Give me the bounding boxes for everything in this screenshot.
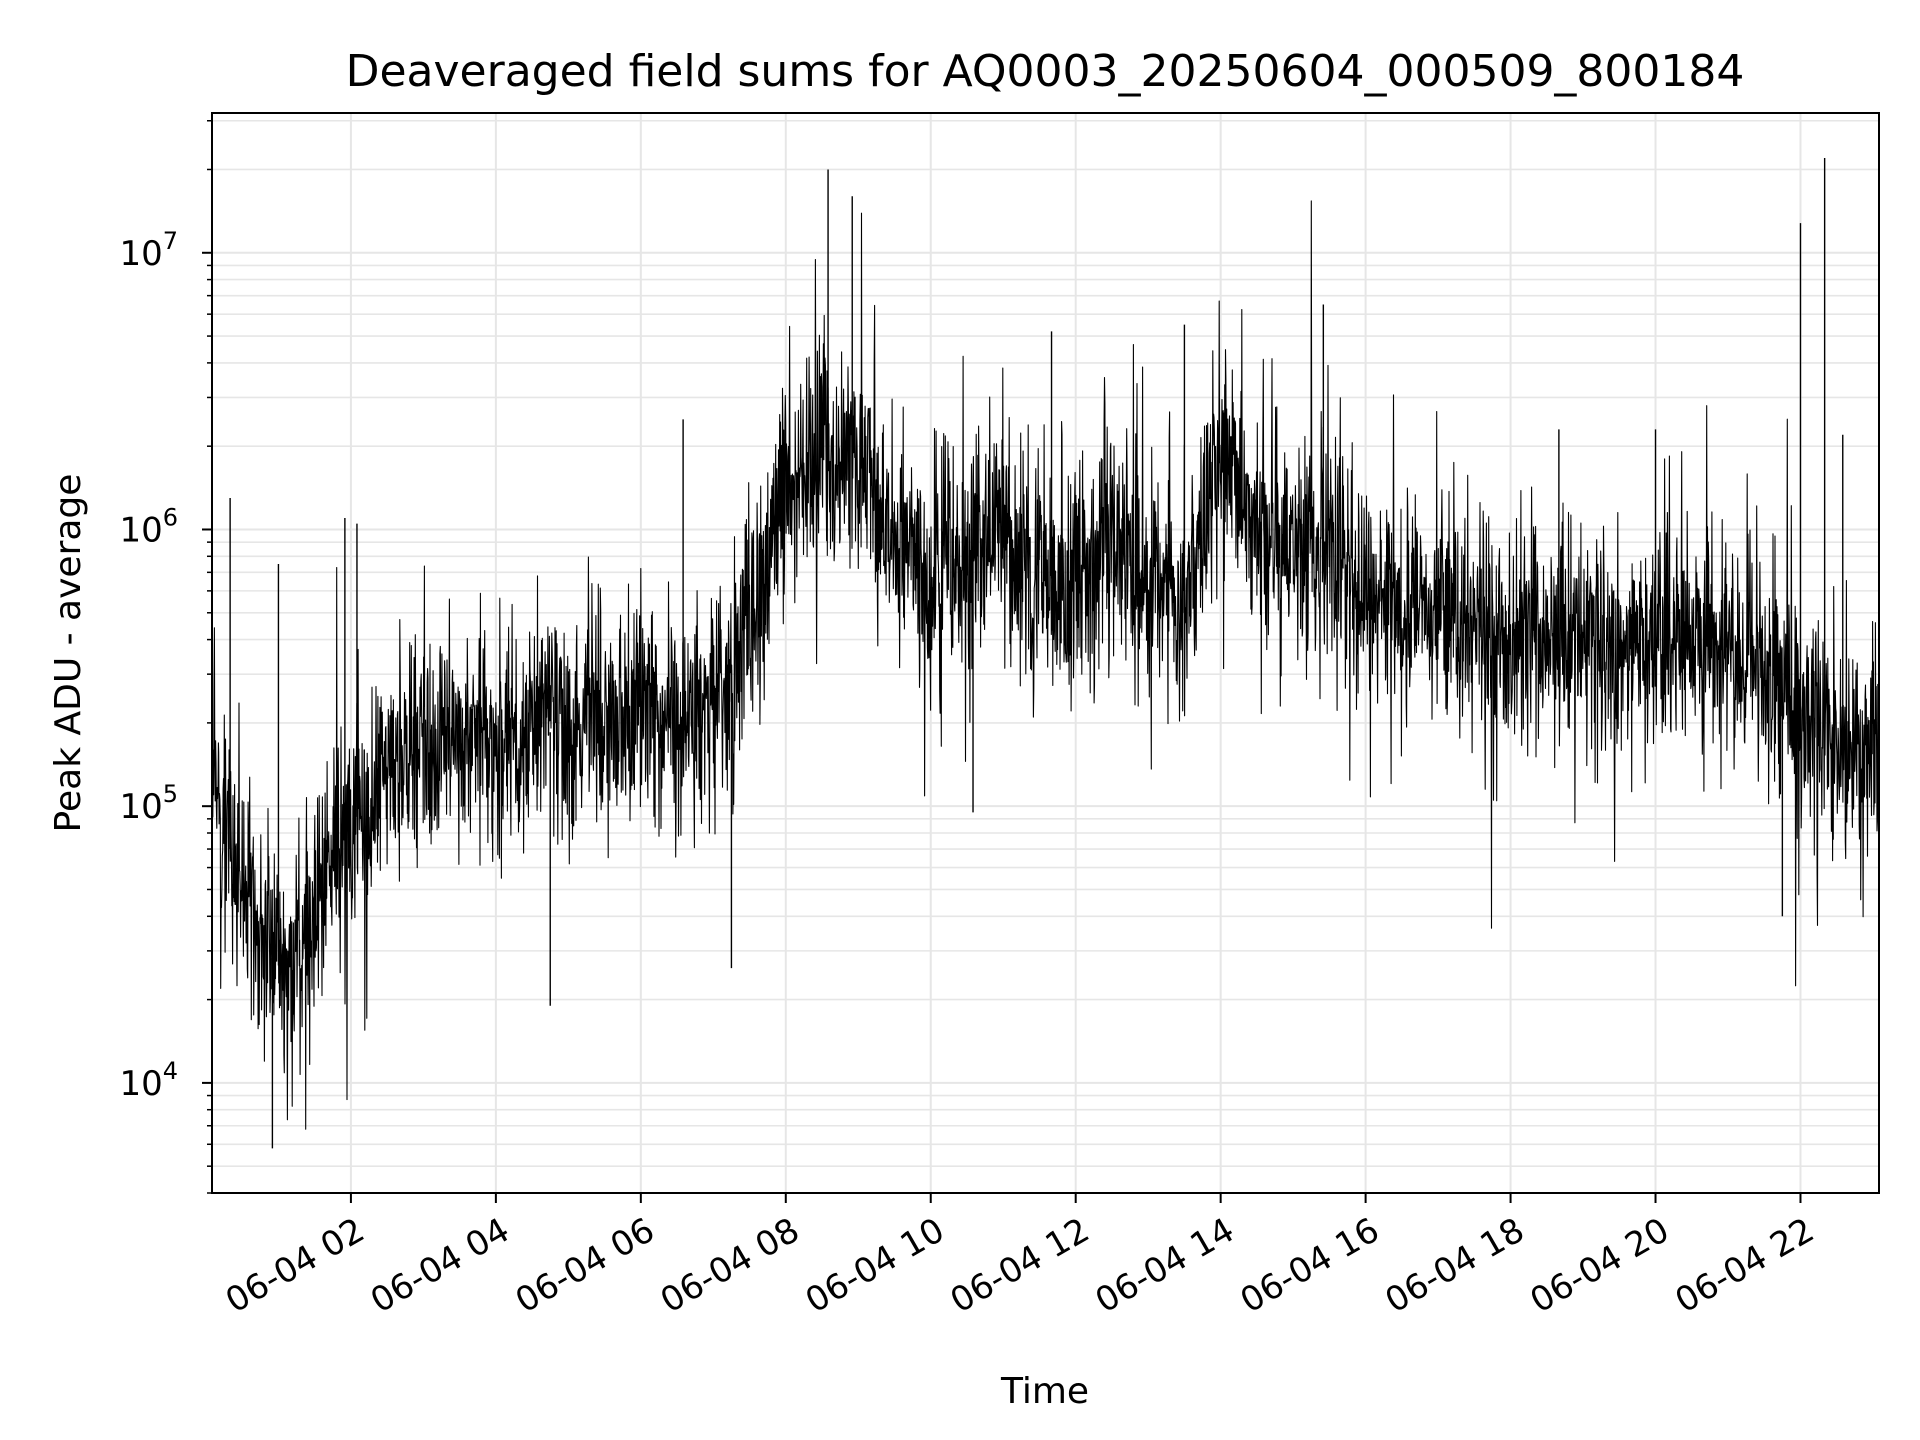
y-tick-label: 107 xyxy=(119,227,178,274)
y-tick-exponent: 5 xyxy=(163,780,178,808)
data-trace xyxy=(211,158,1880,1149)
y-tick-exponent: 7 xyxy=(163,227,178,255)
y-tick-label: 105 xyxy=(119,780,178,827)
y-axis-label: Peak ADU - average xyxy=(48,474,89,833)
y-tick-base: 10 xyxy=(119,787,162,827)
x-axis-label: Time xyxy=(1000,1371,1089,1412)
y-tick-label: 106 xyxy=(119,503,178,550)
y-tick-base: 10 xyxy=(119,1064,162,1104)
y-tick-exponent: 6 xyxy=(163,503,178,531)
plot-frame xyxy=(211,112,1880,1194)
y-tick-base: 10 xyxy=(119,510,162,550)
series-line xyxy=(211,200,1880,1130)
y-tick-base: 10 xyxy=(119,234,162,274)
y-tick-exponent: 4 xyxy=(163,1057,178,1085)
y-tick-label: 104 xyxy=(119,1057,178,1104)
chart-title: Deaveraged field sums for AQ0003_2025060… xyxy=(346,46,1745,97)
